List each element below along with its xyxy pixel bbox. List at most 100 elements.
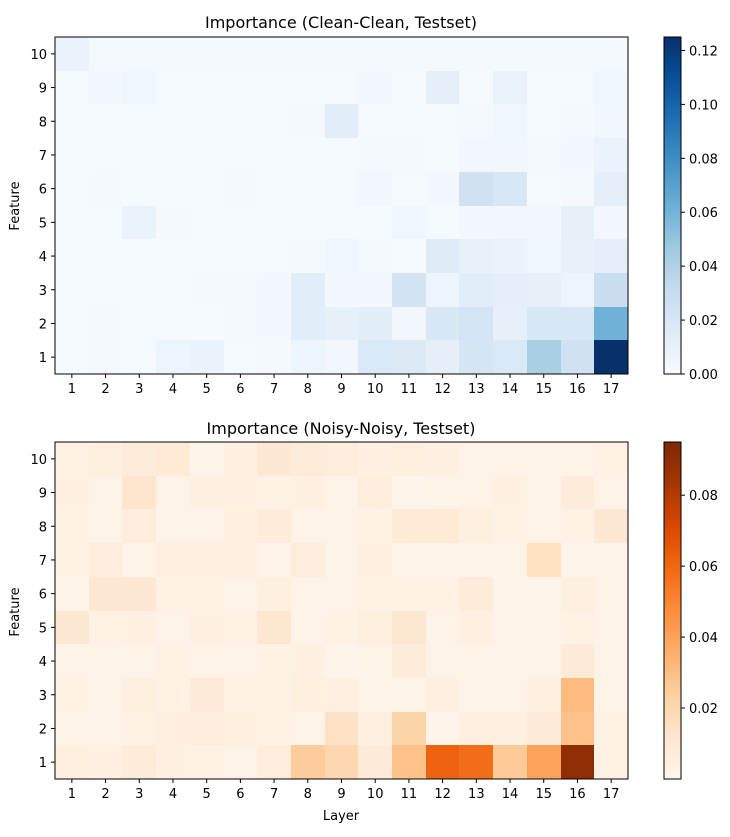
heatmap-cell <box>459 104 493 138</box>
heatmap-cell <box>325 104 358 138</box>
x-tick-label: 14 <box>502 382 519 397</box>
x-tick-label: 13 <box>468 787 485 802</box>
heatmap-cell <box>392 442 426 476</box>
heatmap-cell <box>291 37 325 71</box>
heatmap-cell <box>561 71 594 104</box>
heatmap-cell <box>257 239 291 273</box>
heatmap-cell <box>459 577 493 611</box>
x-tick-label: 9 <box>337 787 345 802</box>
x-tick-label: 12 <box>434 787 451 802</box>
heatmap-cell <box>325 172 358 206</box>
heatmap-cell <box>459 442 493 476</box>
x-tick-label: 15 <box>535 382 552 397</box>
heatmap-cell <box>89 273 122 307</box>
chart-title: Importance (Noisy-Noisy, Testset) <box>207 419 476 438</box>
heatmap-cell <box>426 543 459 577</box>
heatmap-cell <box>527 37 561 71</box>
heatmap-cell <box>55 577 89 611</box>
heatmap-cell <box>55 611 89 644</box>
heatmap-cell <box>594 239 628 273</box>
heatmap-cell <box>325 37 358 71</box>
y-tick-label: 9 <box>39 487 47 502</box>
heatmap-cell <box>493 442 527 476</box>
heatmap-cell <box>561 104 594 138</box>
heatmap-cell <box>426 678 459 712</box>
heatmap-cell <box>122 476 156 509</box>
heatmap-cell <box>89 71 122 104</box>
heatmap-cell <box>561 206 594 239</box>
heatmap-cell <box>493 138 527 172</box>
heatmap-cell <box>594 678 628 712</box>
heatmap-cell <box>156 138 190 172</box>
x-tick-label: 1 <box>68 382 76 397</box>
heatmap-cell <box>493 509 527 543</box>
heatmap-cell <box>190 509 224 543</box>
x-tick-label: 6 <box>236 382 244 397</box>
heatmap-cell <box>55 644 89 678</box>
x-tick-label: 1 <box>68 787 76 802</box>
y-tick-label: 1 <box>39 351 47 366</box>
heatmap-cell <box>156 71 190 104</box>
x-axis-ticks: 1 2 3 4 5 6 7 8 9 10 11 12 13 14 15 16 17 <box>68 779 619 802</box>
colorbar-tick-label: 0.06 <box>689 560 718 575</box>
heatmap-cell <box>55 206 89 239</box>
heatmap-cell <box>527 442 561 476</box>
heatmap-cell <box>55 138 89 172</box>
colorbar-tick-label: 0.08 <box>689 489 718 504</box>
heatmap-cell <box>55 442 89 476</box>
heatmap-cell <box>426 712 459 745</box>
heatmap-cell <box>561 678 594 712</box>
heatmap-cell <box>426 37 459 71</box>
y-tick-label: 7 <box>39 149 47 164</box>
heatmap-cell <box>190 273 224 307</box>
heatmap-cell <box>89 644 122 678</box>
heatmap-cell <box>392 138 426 172</box>
y-axis-label: Feature <box>8 181 23 230</box>
heatmap-cell <box>527 71 561 104</box>
heatmap-cell <box>257 104 291 138</box>
heatmap-cell <box>426 340 459 374</box>
x-tick-label: 8 <box>304 382 312 397</box>
x-tick-label: 4 <box>169 382 177 397</box>
heatmap-cell <box>358 104 392 138</box>
heatmap-cell <box>156 307 190 340</box>
heatmap-cell <box>291 611 325 644</box>
heatmap-cell <box>426 206 459 239</box>
heatmap-cell <box>459 509 493 543</box>
heatmap-cell <box>89 577 122 611</box>
heatmap-cell <box>358 442 392 476</box>
heatmap-cell <box>392 745 426 779</box>
heatmap-cell <box>89 678 122 712</box>
colorbar-tick-label: 0.10 <box>689 98 718 113</box>
x-axis-ticks: 1 2 3 4 5 6 7 8 9 10 11 12 13 14 15 16 17 <box>68 374 619 397</box>
heatmap-cell <box>190 644 224 678</box>
heatmap-cell <box>561 611 594 644</box>
heatmap-cell <box>392 273 426 307</box>
heatmap-cell <box>459 678 493 712</box>
heatmap-cell <box>190 678 224 712</box>
heatmap-cell <box>459 239 493 273</box>
heatmap-cell <box>190 611 224 644</box>
heatmap-cell <box>358 206 392 239</box>
x-tick-label: 10 <box>367 382 384 397</box>
heatmap-cell <box>561 37 594 71</box>
heatmap-cell <box>493 745 527 779</box>
heatmap-cell <box>493 37 527 71</box>
heatmap-cell <box>358 543 392 577</box>
y-tick-label: 8 <box>39 520 47 535</box>
heatmap-cell <box>156 37 190 71</box>
heatmap-cell <box>426 239 459 273</box>
heatmap-cell <box>392 71 426 104</box>
heatmap-cell <box>291 340 325 374</box>
heatmap-cell <box>392 543 426 577</box>
heatmap-cell <box>358 509 392 543</box>
heatmap-cell <box>594 138 628 172</box>
x-tick-label: 11 <box>401 382 418 397</box>
x-tick-label: 16 <box>569 382 586 397</box>
heatmap-cell <box>561 745 594 779</box>
y-tick-label: 9 <box>39 82 47 97</box>
heatmap-cell <box>392 611 426 644</box>
heatmap-cell <box>459 712 493 745</box>
x-tick-label: 11 <box>401 787 418 802</box>
